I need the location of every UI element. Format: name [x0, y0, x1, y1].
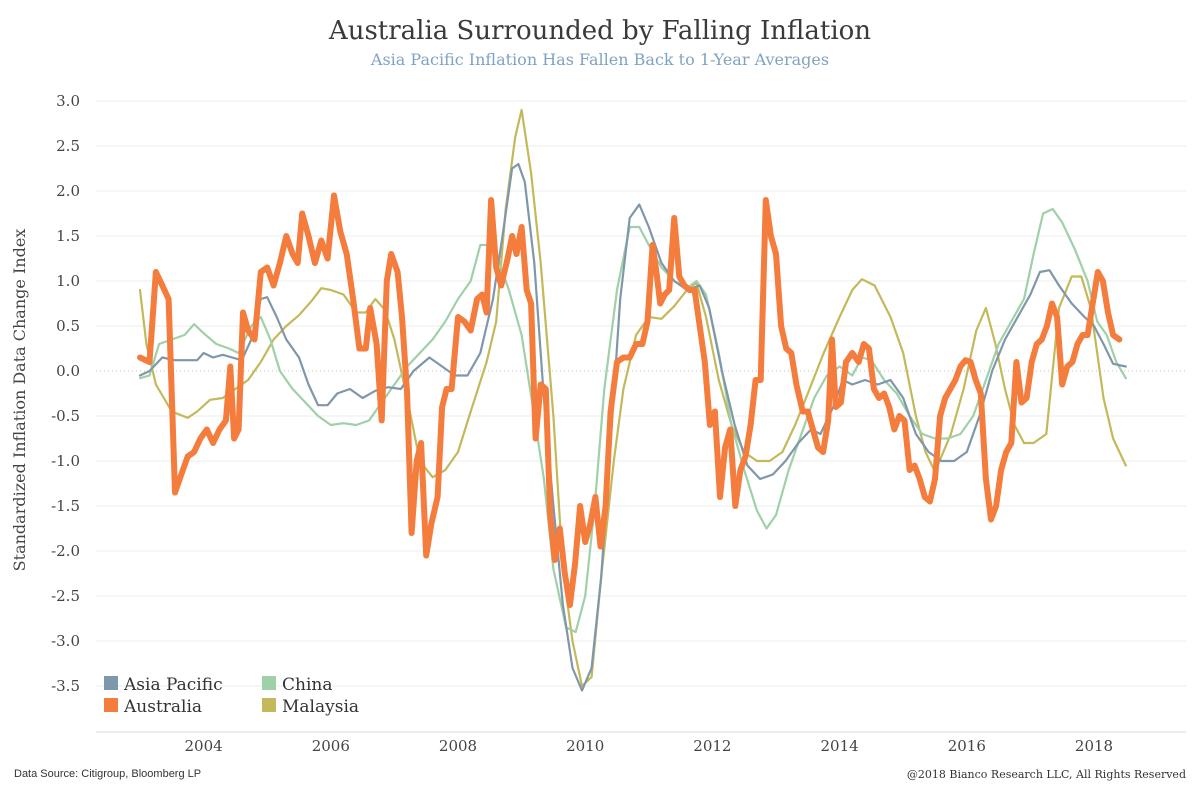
series-line-australia	[137, 192, 1123, 608]
y-tick-label: -1.0	[51, 452, 80, 470]
y-tick-label: -2.0	[51, 542, 80, 560]
y-tick-label: -0.5	[51, 407, 80, 425]
y-tick-label: 2.5	[56, 137, 80, 155]
series-line-malaysia	[138, 108, 1127, 688]
y-tick-label: -1.5	[51, 497, 80, 515]
chart-title: Australia Surrounded by Falling Inflatio…	[328, 16, 872, 46]
legend-swatch-china	[262, 676, 276, 690]
gridlines	[96, 100, 1186, 687]
y-tick-label: 0.0	[56, 362, 80, 380]
y-axis-ticks: 3.0 2.5 2.0 1.5 1.0 0.5 0.0 -0.5 -1.0 -1.5 -2.0 -2.…	[51, 92, 80, 695]
x-tick-label: 2016	[948, 737, 986, 755]
y-tick-label: -3.0	[51, 632, 80, 650]
x-tick-label: 2004	[185, 737, 223, 755]
y-tick-label: 3.0	[56, 92, 80, 110]
data-source-note: Data Source: Citigroup, Bloomberg LP	[14, 768, 202, 780]
copyright-note: @2018 Bianco Research LLC, All Rights Re…	[906, 768, 1186, 781]
legend-label-china: China	[282, 675, 332, 695]
x-tick-label: 2014	[821, 737, 859, 755]
legend: Asia Pacific China Australia Malaysia	[104, 675, 359, 717]
x-tick-label: 2006	[312, 737, 350, 755]
legend-label-australia: Australia	[123, 697, 202, 717]
legend-swatch-australia	[104, 698, 118, 712]
legend-swatch-malaysia	[262, 698, 276, 712]
x-axis-ticks: 2004 2006 2008 2010 2012 2014 2016 2018	[96, 731, 1186, 755]
legend-swatch-asia-pacific	[104, 676, 118, 690]
y-tick-label: 2.0	[56, 182, 80, 200]
y-tick-label: -2.5	[51, 587, 80, 605]
y-tick-label: 1.0	[56, 272, 80, 290]
x-tick-label: 2008	[439, 737, 477, 755]
x-tick-label: 2012	[693, 737, 731, 755]
legend-label-asia-pacific: Asia Pacific	[123, 675, 223, 695]
y-tick-label: 0.5	[56, 317, 80, 335]
y-tick-label: 1.5	[56, 227, 80, 245]
y-tick-label: -3.5	[51, 677, 80, 695]
series-lines	[137, 108, 1127, 692]
x-tick-label: 2018	[1075, 737, 1113, 755]
chart-subtitle: Asia Pacific Inflation Has Fallen Back t…	[370, 50, 830, 69]
x-tick-label: 2010	[566, 737, 604, 755]
legend-label-malaysia: Malaysia	[282, 697, 359, 717]
